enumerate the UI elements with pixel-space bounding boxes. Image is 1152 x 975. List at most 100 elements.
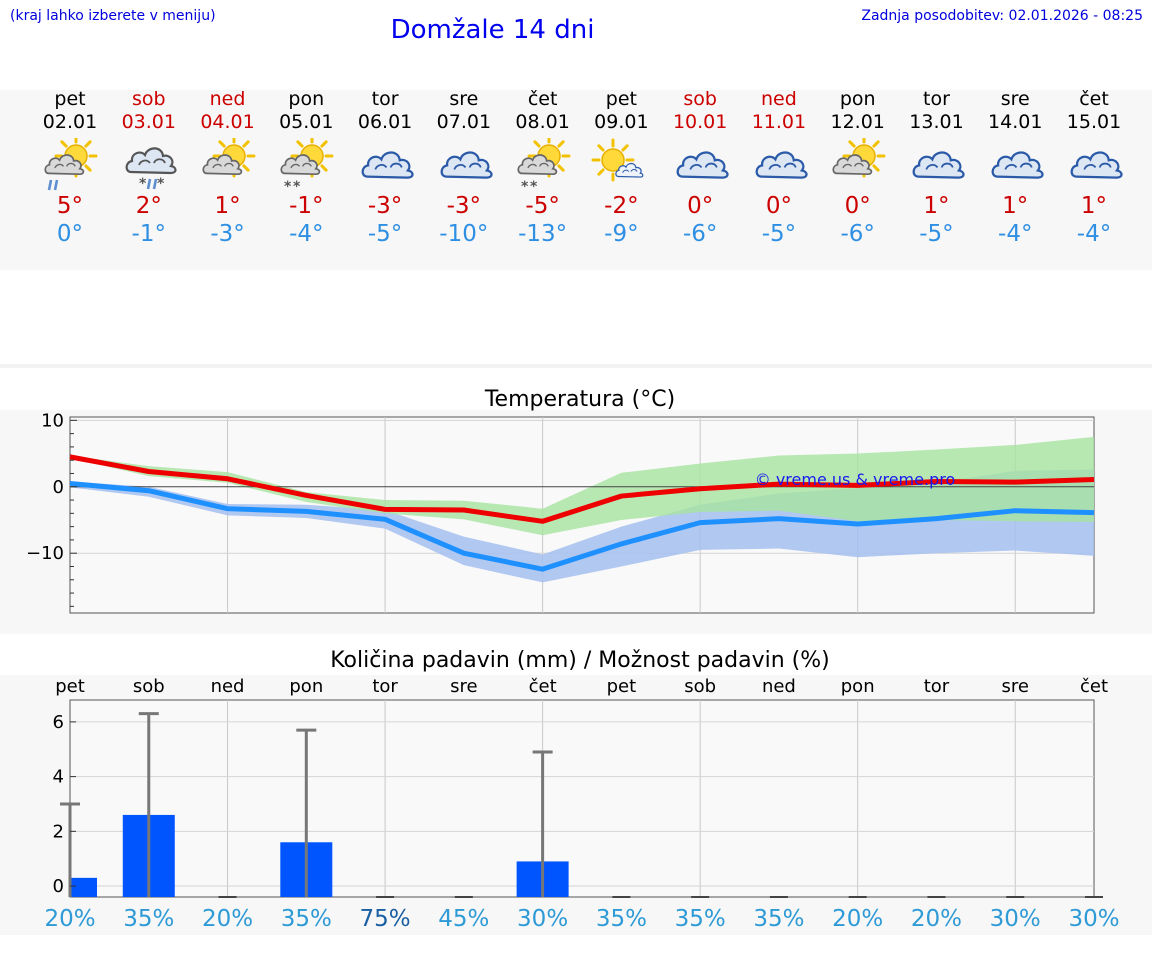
day-column-5: sre 07.01 -3° -10° [425, 88, 503, 248]
location-menu-hint[interactable]: (kraj lahko izberete v meniju) [10, 8, 216, 24]
day-name: sob [131, 88, 166, 110]
day-date: 04.01 [200, 111, 255, 133]
x-tick-label: pet [55, 676, 85, 697]
sun-ray [84, 140, 92, 148]
x-tick-label: tor [372, 676, 398, 697]
temp-max: -3° [446, 193, 482, 219]
day-date: 07.01 [436, 111, 492, 133]
cloud-detail [768, 162, 797, 170]
partly-cloudy-snow-icon: * * [280, 138, 334, 194]
temp-min: -1° [131, 221, 166, 247]
cloud-icon [517, 154, 557, 176]
cloud-icon [755, 151, 808, 179]
day-name: sob [683, 88, 717, 110]
cloud-detail [374, 162, 403, 170]
chance-label: 20% [202, 906, 253, 932]
sun-ray [557, 164, 565, 172]
sun-ray [84, 164, 92, 172]
day-column-12: sre 14.01 1° -4° [976, 88, 1054, 248]
chance-label: 75% [360, 906, 411, 932]
y-tick-label: 10 [41, 410, 64, 431]
x-tick-label: pon [289, 676, 323, 697]
chance-labels: 20% 35% 20% 35% 75% 45% 30% 35% 35% 35% 20% 20% 30% 3… [44, 906, 1119, 932]
sun-ray [241, 164, 250, 172]
day-column-11: tor 13.01 1° -5° [897, 88, 975, 248]
cloudy-icon [1070, 151, 1123, 179]
cloud-icon [991, 151, 1044, 179]
day-name: ned [209, 88, 246, 110]
page-title: Domžale 14 dni [390, 15, 595, 45]
cloud-shape [44, 154, 85, 176]
day-name: pon [288, 88, 325, 110]
cloud-shape [991, 151, 1044, 179]
partly-cloudy-snow-icon: * * [517, 138, 571, 194]
day-column-0: pet 02.01 5° 0° [31, 88, 109, 248]
snowflake-icon: * [521, 179, 529, 194]
temp-max: 2° [135, 193, 162, 219]
temp-min: -5° [919, 221, 954, 247]
cloud-detail [54, 162, 76, 169]
day-date: 05.01 [279, 111, 334, 133]
snowflake-icon: * [530, 179, 538, 194]
cloud-shape [440, 151, 493, 179]
cloud-icon [440, 151, 493, 179]
day-date: 03.01 [121, 111, 176, 133]
temp-min: -4° [289, 221, 324, 247]
max-range-band [70, 436, 1094, 536]
precip-bar [71, 877, 97, 897]
cloud-detail [1004, 162, 1033, 170]
chance-label: 20% [911, 906, 962, 932]
chance-label: 45% [438, 906, 489, 932]
day-name: pon [839, 88, 876, 110]
cloud-shape [755, 151, 808, 179]
partly-cloudy-icon [832, 138, 886, 178]
cloud-icon [125, 147, 177, 175]
day-name: tor [371, 88, 399, 110]
rain-drop [146, 178, 152, 190]
temp-max: -1° [289, 193, 324, 219]
temp-min: -9° [604, 221, 639, 247]
chance-label: 35% [123, 906, 174, 932]
chance-label: 35% [675, 906, 726, 932]
temp-max: -2° [604, 193, 639, 219]
y-axis: 0 2 4 6 [53, 712, 76, 897]
temp-max: 1° [1002, 193, 1029, 219]
temp-max: 0° [765, 193, 792, 219]
cloud-icon [361, 151, 414, 179]
x-tick-label: ned [762, 676, 796, 697]
cloud-shape [517, 154, 557, 176]
min-temp-line [69, 480, 1095, 572]
x-tick-label: sre [1001, 676, 1028, 697]
max-temp-line [69, 454, 1095, 524]
cloud-icon [280, 154, 321, 176]
rain-drop [152, 178, 158, 190]
cloud-shape [913, 151, 966, 179]
cloud-shape [615, 162, 644, 178]
partly-cloudy-icon [201, 138, 256, 178]
temp-min: 0° [56, 221, 84, 247]
day-column-6: čet 08.01 * * -5° -13° [504, 88, 582, 248]
cloud-detail [841, 162, 864, 169]
forecast-band [0, 90, 1152, 270]
temp-min: -6° [840, 221, 875, 247]
sun-ray [60, 140, 68, 148]
temp-min: -13° [518, 221, 568, 247]
x-tick-label: pon [841, 676, 875, 697]
y-tick-label: −10 [26, 543, 64, 564]
cloudy-sleet-icon: * * [125, 147, 177, 192]
day-column-7: pet 09.01 -2° -9° [582, 88, 660, 248]
y-tick-label: 6 [53, 712, 64, 733]
day-name: čet [527, 88, 558, 110]
day-date: 08.01 [515, 111, 570, 133]
day-date: 15.01 [1066, 111, 1122, 133]
cloud-shape [832, 154, 872, 176]
temp-max: -3° [367, 193, 403, 219]
chance-label: 20% [44, 906, 95, 932]
day-name: pet [605, 88, 637, 110]
sun-disc [601, 148, 626, 172]
partly-cloudy-rain-icon [44, 138, 98, 191]
temp-min: -6° [682, 221, 718, 247]
day-name: tor [923, 88, 950, 110]
cloud-detail [453, 162, 482, 170]
x-axis-days: pet sob ned pon tor sre čet pet sob ned pon tor sre č… [55, 676, 1108, 697]
